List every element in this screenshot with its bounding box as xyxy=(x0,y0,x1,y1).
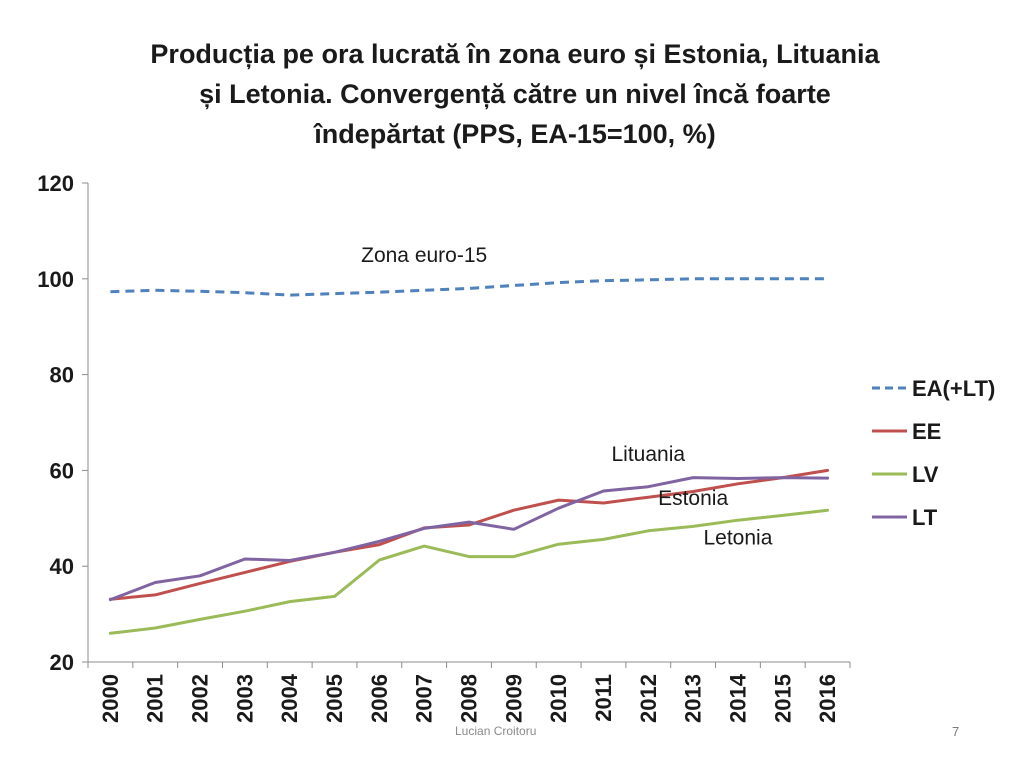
x-tick-label: 2002 xyxy=(188,674,213,723)
annotation-label: Zona euro-15 xyxy=(361,244,487,267)
y-tick-label: 60 xyxy=(50,458,74,483)
y-tick-label: 20 xyxy=(50,650,74,675)
x-tick-label: 2005 xyxy=(322,674,347,723)
footer-author: Lucian Croitoru xyxy=(455,724,537,738)
page-number: 7 xyxy=(952,724,960,739)
x-tick-label: 2004 xyxy=(277,673,302,723)
annotation-label: Estonia xyxy=(658,487,728,510)
chart-title: Producția pe ora lucrată în zona euro și… xyxy=(90,34,940,154)
series-line-lt xyxy=(108,476,830,602)
y-tick-label: 40 xyxy=(50,554,74,579)
legend-entry-label: EE xyxy=(912,419,941,444)
series-line-ee xyxy=(108,468,830,601)
legend-entry-label: EA(+LT) xyxy=(912,376,995,401)
series-line-ea-lt xyxy=(110,277,828,297)
x-tick-label: 2013 xyxy=(681,674,706,723)
series-line-lv xyxy=(108,508,830,635)
y-tick-label: 100 xyxy=(37,267,74,292)
x-tick-label: 2015 xyxy=(770,674,795,723)
annotation-label: Letonia xyxy=(703,527,772,550)
x-tick-label: 2001 xyxy=(143,674,168,723)
x-tick-label: 2012 xyxy=(636,674,661,723)
chart-title-line-1: Producția pe ora lucrată în zona euro și… xyxy=(150,39,880,69)
x-tick-label: 2008 xyxy=(457,674,482,723)
x-tick-label: 2009 xyxy=(501,674,526,723)
legend-entry-label: LT xyxy=(912,505,938,530)
x-tick-label: 2007 xyxy=(412,674,437,723)
x-tick-label: 2016 xyxy=(815,674,840,723)
x-tick-label: 2000 xyxy=(98,674,123,723)
x-tick-label: 2006 xyxy=(367,674,392,723)
annotation-label: Lituania xyxy=(612,443,686,466)
chart-title-line-3: îndepărtat (PPS, EA-15=100, %) xyxy=(314,119,716,149)
y-tick-label: 80 xyxy=(50,363,74,388)
x-tick-label: 2010 xyxy=(546,674,571,723)
x-tick-label: 2014 xyxy=(725,673,750,723)
y-tick-label: 120 xyxy=(37,171,74,196)
x-tick-label: 2003 xyxy=(232,674,257,723)
chart-title-line-2: și Letonia. Convergență către un nivel î… xyxy=(199,79,831,109)
x-tick-label: 2011 xyxy=(591,674,616,722)
legend-entry-label: LV xyxy=(912,462,939,487)
